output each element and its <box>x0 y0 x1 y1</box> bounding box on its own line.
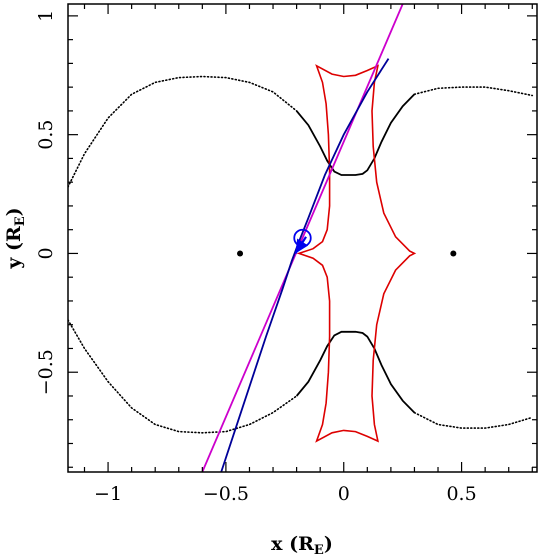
critical-curve-lower-mid <box>295 330 416 414</box>
lens-point-1 <box>237 250 244 257</box>
x-tick-label: −0.5 <box>203 483 249 505</box>
lens-point-2 <box>450 250 457 257</box>
caustic-curve <box>296 64 417 443</box>
critical-curve-lower-right <box>413 411 534 429</box>
critical-curve-lower-outer <box>68 319 298 434</box>
y-tick-label: 0.5 <box>35 120 57 150</box>
x-axis-label: x (RE) <box>271 533 333 555</box>
x-tick-label: −1 <box>94 483 122 505</box>
plot-frame <box>67 3 538 473</box>
source-arrow-head <box>295 238 309 254</box>
trajectory-line-1 <box>201 4 404 472</box>
y-tick-label: 1 <box>35 10 57 22</box>
y-axis-label: y (RE) <box>3 207 28 269</box>
critical-curve-upper-outer <box>68 75 298 188</box>
critical-curve-upper-mid <box>295 93 416 176</box>
y-tick-label: 0 <box>35 247 57 259</box>
x-tick-label: 0.5 <box>446 483 476 505</box>
x-tick-label: 0 <box>338 483 350 505</box>
critical-curve-upper-right <box>413 86 534 97</box>
y-tick-label: −0.5 <box>35 349 57 395</box>
